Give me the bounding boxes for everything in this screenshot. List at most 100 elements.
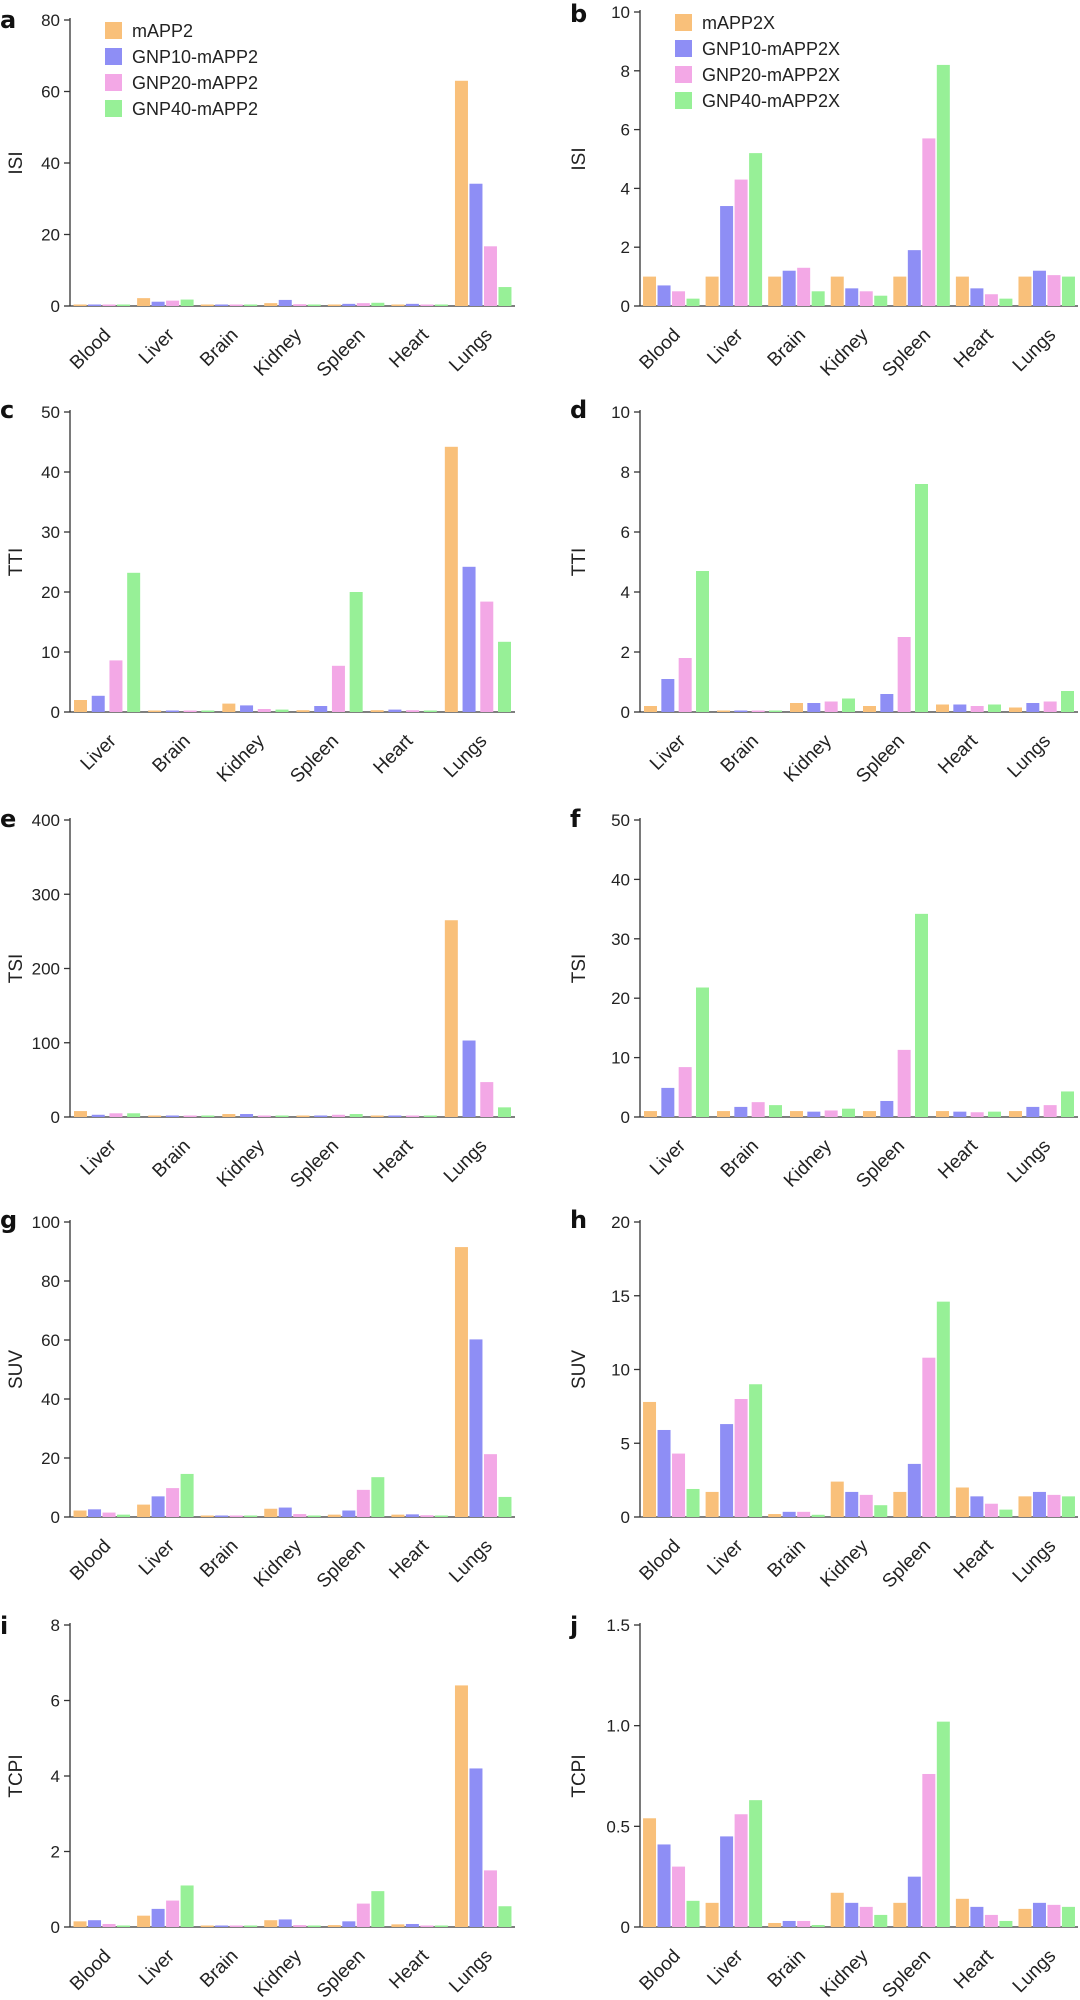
bar-liver-series-3 — [166, 1488, 180, 1517]
bar-blood-series-3 — [672, 1866, 686, 1927]
bar-heart-series-3 — [420, 304, 434, 306]
y-tick-label: 0 — [621, 1108, 630, 1127]
panel-j: j 0 0.5 1.0 1.5 TCPI Blood Liver Brain Kidney Sple… — [569, 1612, 1078, 2000]
bar-spleen-series-1 — [863, 706, 876, 712]
legend: mAPP2X GNP10-mAPP2X GNP20-mAPP2X GNP40-mAPP… — [675, 13, 840, 111]
category-label: Kidney — [250, 324, 306, 380]
bar-spleen-series-1 — [863, 1111, 876, 1117]
bar-blood-series-2 — [657, 1429, 671, 1517]
bar-heart-series-4 — [999, 298, 1013, 306]
bar-heart-series-1 — [370, 1115, 384, 1117]
y-tick-label: 40 — [41, 463, 60, 482]
category-label: Lungs — [440, 1136, 491, 1187]
y-axis-label: TCPI — [6, 1754, 27, 1797]
bar-kidney-series-2 — [845, 1491, 859, 1517]
category-label: Blood — [66, 1946, 115, 1995]
bar-kidney-series-4 — [275, 709, 289, 712]
bar-brain-series-4 — [201, 1115, 215, 1117]
bar-heart-series-1 — [391, 1514, 405, 1517]
y-tick-label: 6 — [621, 121, 630, 140]
bar-liver-series-1 — [74, 1111, 87, 1117]
bar-lungs-series-4 — [1061, 1906, 1075, 1927]
category-label: Liver — [77, 1135, 121, 1179]
bar-blood-series-4 — [686, 1488, 700, 1517]
bar-brain-series-1 — [200, 304, 214, 306]
bar-spleen-series-2 — [342, 1921, 356, 1927]
bar-lungs-series-4 — [498, 641, 511, 712]
category-label: Lungs — [440, 731, 491, 782]
category-label: Lungs — [1009, 1946, 1060, 1997]
y-tick-label: 0 — [621, 1508, 630, 1527]
bar-brain-series-3 — [751, 710, 765, 712]
category-label: Heart — [370, 730, 418, 778]
category-label: Kidney — [780, 1135, 836, 1191]
category-label: Brain — [764, 325, 810, 371]
bar-heart-series-4 — [988, 1111, 1001, 1117]
bar-spleen-series-4 — [915, 484, 928, 712]
bar-spleen-series-3 — [897, 1049, 911, 1117]
y-tick-label: 40 — [41, 154, 60, 173]
bar-brain-series-4 — [811, 291, 825, 306]
bar-heart-series-3 — [984, 294, 998, 306]
y-tick-label: 8 — [621, 463, 630, 482]
bar-heart-series-4 — [999, 1509, 1013, 1517]
bar-blood-series-4 — [686, 1900, 700, 1927]
bar-heart-series-3 — [406, 1115, 420, 1117]
bar-spleen-series-2 — [880, 1100, 894, 1117]
legend-label: mAPP2 — [132, 21, 193, 41]
bar-heart-series-2 — [953, 704, 967, 712]
category-label: Brain — [764, 1536, 810, 1582]
bar-brain-series-1 — [768, 1922, 782, 1927]
category-label: Brain — [717, 731, 763, 777]
panel-g: g 0 20 40 60 80 100 SUV Blood Liver Brain Kidney Spl… — [0, 1206, 515, 1592]
y-tick-label: 10 — [611, 3, 630, 22]
bar-blood-series-1 — [643, 1401, 657, 1517]
bar-spleen-series-3 — [356, 303, 370, 306]
bar-spleen-series-4 — [371, 302, 385, 306]
bar-spleen-series-2 — [907, 1876, 921, 1927]
bar-heart-series-2 — [970, 1906, 984, 1927]
bar-liver-series-2 — [151, 1496, 165, 1517]
bar-kidney-series-3 — [824, 1110, 838, 1117]
bar-kidney-series-2 — [240, 1114, 254, 1117]
bar-blood-series-3 — [102, 304, 116, 306]
bar-spleen-series-4 — [915, 913, 928, 1117]
bar-kidney-series-3 — [293, 304, 307, 306]
bar-heart-series-1 — [391, 304, 405, 306]
y-tick-label: 0 — [51, 297, 60, 316]
bar-brain-series-3 — [229, 1515, 243, 1517]
bar-liver-series-1 — [705, 276, 719, 306]
category-label: Liver — [703, 324, 747, 368]
bar-liver-series-4 — [749, 1384, 763, 1517]
legend-label: GNP40-mAPP2X — [702, 91, 840, 111]
bar-liver-series-4 — [180, 299, 194, 306]
y-tick-label: 0 — [51, 1108, 60, 1127]
bar-lungs-series-2 — [1026, 1106, 1040, 1117]
bar-kidney-series-4 — [307, 1515, 321, 1517]
bar-lungs-series-1 — [1009, 1111, 1022, 1117]
bar-spleen-series-3 — [331, 665, 345, 712]
bar-spleen-series-4 — [936, 64, 950, 306]
bar-brain-series-1 — [200, 1515, 214, 1517]
bar-spleen-series-3 — [897, 637, 911, 712]
bar-lungs-series-2 — [462, 566, 476, 712]
category-label: Blood — [636, 325, 685, 374]
bar-blood-series-4 — [117, 1925, 131, 1927]
y-axis-label: TTI — [569, 548, 590, 577]
bar-liver-series-3 — [166, 300, 180, 306]
bar-brain-series-3 — [229, 1925, 243, 1927]
legend-swatch — [675, 66, 692, 83]
bar-spleen-series-2 — [342, 1510, 356, 1517]
category-label: Lungs — [1004, 731, 1055, 782]
bar-lungs-series-3 — [1043, 1105, 1057, 1117]
bar-brain-series-3 — [797, 1511, 811, 1517]
y-tick-label: 0 — [51, 1918, 60, 1937]
y-tick-label: 300 — [32, 885, 60, 904]
category-label: Liver — [646, 730, 690, 774]
bar-kidney-series-2 — [807, 703, 821, 712]
bar-kidney-series-3 — [859, 291, 873, 306]
bar-lungs-series-4 — [1061, 1496, 1075, 1517]
bar-brain-series-3 — [229, 304, 243, 306]
category-label: Spleen — [878, 1536, 935, 1593]
category-label: Spleen — [878, 1946, 935, 2000]
